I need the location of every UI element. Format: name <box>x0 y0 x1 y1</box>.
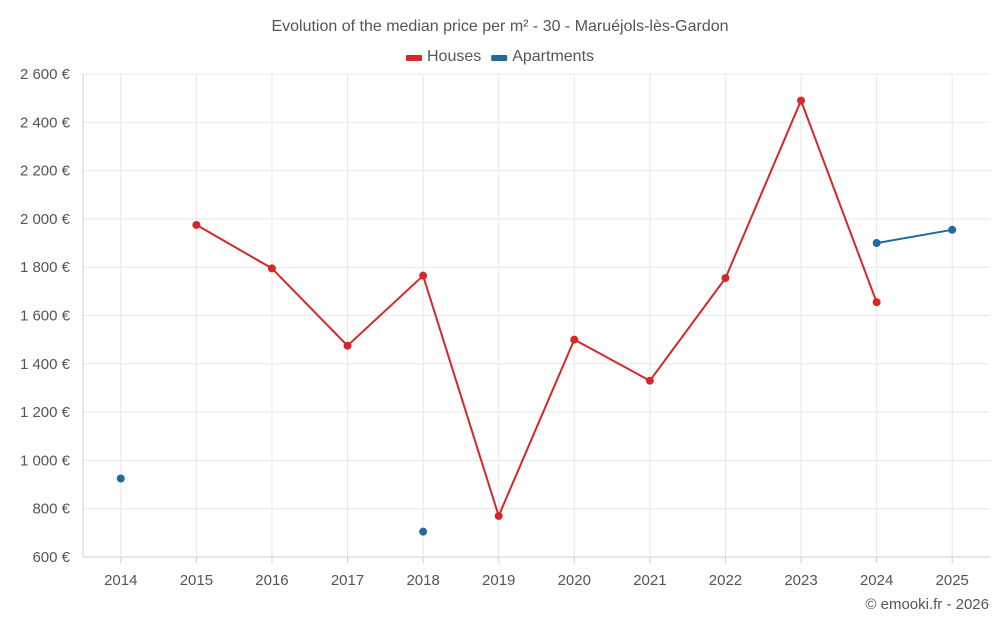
x-tick-label: 2024 <box>860 572 893 589</box>
x-tick-label: 2020 <box>558 572 591 589</box>
apartments-line <box>876 228 953 245</box>
houses-point-2017[interactable] <box>343 341 352 350</box>
y-tick-label: 1 600 € <box>20 308 71 325</box>
y-tick-label: 2 400 € <box>20 114 71 131</box>
houses-point-2024[interactable] <box>872 298 881 307</box>
houses-line <box>195 99 878 517</box>
chart-title: Evolution of the median price per m² - 3… <box>271 18 728 35</box>
legend-label-apartments: Apartments <box>512 48 594 65</box>
y-axis: 600 € 800 € 1 000 € 1 200 € 1 400 € 1 600 € 1 … <box>20 66 84 566</box>
houses-point-2018[interactable] <box>419 271 428 280</box>
houses-point-2023[interactable] <box>797 96 806 105</box>
credit-text: © emooki.fr - 2026 <box>865 596 989 613</box>
x-tick-label: 2017 <box>331 572 364 589</box>
x-tick-label: 2023 <box>784 572 817 589</box>
houses-point-2015[interactable] <box>192 220 201 229</box>
x-tick-label: 2021 <box>633 572 666 589</box>
y-tick-label: 2 200 € <box>20 163 71 180</box>
y-tick-label: 1 000 € <box>20 452 71 469</box>
y-tick-label: 1 800 € <box>20 259 71 276</box>
x-tick-label: 2018 <box>406 572 439 589</box>
x-tick-label: 2016 <box>255 572 288 589</box>
houses-point-2021[interactable] <box>645 376 654 385</box>
grid <box>83 73 990 558</box>
series-layer <box>116 96 957 536</box>
houses-point-2016[interactable] <box>267 264 276 273</box>
x-tick-label: 2019 <box>482 572 515 589</box>
x-tick-label: 2025 <box>936 572 969 589</box>
y-tick-label: 2 000 € <box>20 211 71 228</box>
legend: Houses Apartments <box>406 48 594 65</box>
houses-point-2020[interactable] <box>570 335 579 344</box>
y-tick-label: 2 600 € <box>20 66 71 83</box>
apartments-point-2024[interactable] <box>872 239 881 248</box>
y-tick-label: 1 200 € <box>20 404 71 421</box>
legend-label-houses: Houses <box>427 48 481 65</box>
x-tick-label: 2022 <box>709 572 742 589</box>
y-tick-label: 1 400 € <box>20 356 71 373</box>
x-axis: 2014 2015 2016 2017 2018 2019 2020 2021 2022 2023… <box>83 556 990 589</box>
x-tick-label: 2014 <box>104 572 137 589</box>
houses-point-2019[interactable] <box>494 511 503 520</box>
y-tick-label: 800 € <box>32 501 70 518</box>
legend-item-houses[interactable]: Houses <box>406 48 481 65</box>
legend-item-apartments[interactable]: Apartments <box>491 48 594 65</box>
y-tick-label: 600 € <box>32 549 70 566</box>
series-apartments <box>116 225 957 536</box>
apartments-point-2018[interactable] <box>419 527 428 536</box>
legend-swatch-houses <box>406 55 422 61</box>
apartments-point-2025[interactable] <box>948 225 957 234</box>
series-houses <box>192 96 881 520</box>
apartments-point-2014[interactable] <box>116 474 125 483</box>
x-tick-label: 2015 <box>180 572 213 589</box>
houses-point-2022[interactable] <box>721 274 730 283</box>
legend-swatch-apartments <box>491 55 508 61</box>
